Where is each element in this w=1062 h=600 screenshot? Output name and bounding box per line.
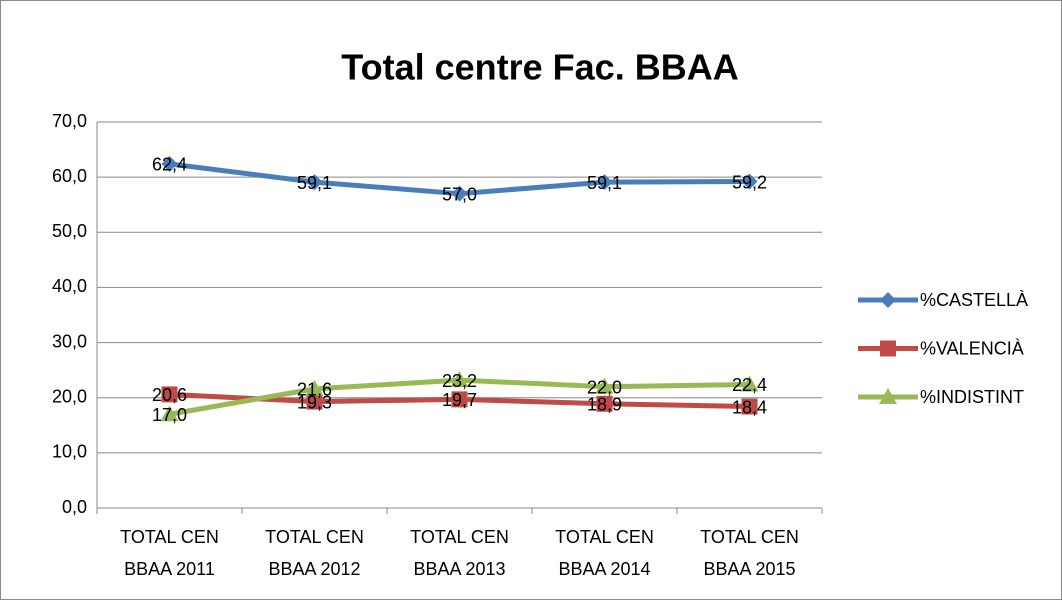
marker: [161, 155, 178, 172]
data-label: 18,4: [732, 397, 767, 417]
data-label: 59,1: [587, 173, 622, 193]
data-label: 21,6: [297, 380, 332, 400]
y-tick-label: 50,0: [52, 221, 87, 241]
data-label: 22,4: [732, 375, 767, 395]
x-tick-label: TOTAL CEN BBAA 2014: [555, 527, 654, 579]
marker: [451, 185, 468, 202]
marker: [451, 391, 468, 408]
data-label: 59,2: [732, 172, 767, 192]
data-label: 22,0: [587, 377, 622, 397]
marker: [306, 393, 323, 410]
y-tick-label: 30,0: [52, 331, 87, 351]
y-tick-label: 70,0: [52, 111, 87, 131]
marker: [596, 395, 613, 412]
data-label: 62,4: [152, 155, 187, 175]
x-tick-label: TOTAL CEN BBAA 2013: [410, 527, 509, 579]
y-tick-label: 0,0: [62, 497, 87, 517]
legend-label: %INDISTINT: [920, 387, 1024, 407]
legend-entry: %CASTELLÀ: [858, 290, 1028, 310]
marker: [306, 174, 323, 191]
x-tick-label: TOTAL CEN BBAA 2012: [265, 527, 364, 579]
marker: [160, 405, 179, 422]
data-label: 57,0: [442, 184, 477, 204]
marker: [595, 377, 614, 394]
marker: [305, 379, 324, 396]
data-label: 20,6: [152, 385, 187, 405]
data-label: 18,9: [587, 395, 622, 415]
marker: [596, 174, 613, 191]
legend-marker: [880, 340, 896, 357]
marker: [741, 173, 758, 190]
marker: [740, 375, 759, 392]
legend-label: %VALENCIÀ: [920, 338, 1024, 358]
data-label: 23,2: [442, 371, 477, 391]
marker: [161, 386, 178, 403]
x-tick-label: TOTAL CEN BBAA 2015: [700, 527, 799, 579]
chart-title: Total centre Fac. BBAA: [341, 47, 738, 88]
marker: [741, 398, 758, 415]
marker: [450, 371, 469, 388]
legend-marker: [880, 292, 896, 308]
legend-marker: [879, 388, 897, 404]
x-tick-label: TOTAL CEN BBAA 2011: [120, 527, 219, 579]
data-label: 59,1: [297, 173, 332, 193]
data-label: 17,0: [152, 405, 187, 425]
y-tick-label: 40,0: [52, 276, 87, 296]
legend-entry: %INDISTINT: [858, 387, 1024, 407]
y-tick-label: 20,0: [52, 386, 87, 406]
legend-label: %CASTELLÀ: [920, 290, 1028, 310]
data-label: 19,7: [442, 390, 477, 410]
y-tick-label: 60,0: [52, 166, 87, 186]
y-tick-label: 10,0: [52, 442, 87, 462]
legend-entry: %VALENCIÀ: [858, 338, 1024, 358]
data-label: 19,3: [297, 392, 332, 412]
